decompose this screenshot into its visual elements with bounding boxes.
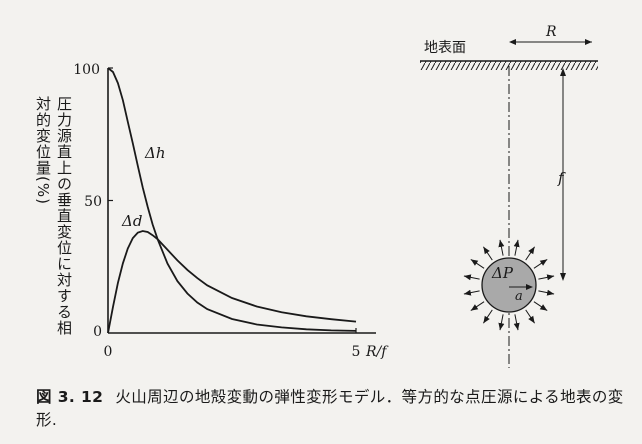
pressure-ray xyxy=(513,239,520,256)
pressure-rays xyxy=(463,239,555,331)
depth-arrow-bottom-head xyxy=(560,273,566,281)
radius-arrow-head xyxy=(526,284,533,290)
y-tick-label-50: 50 xyxy=(84,194,102,210)
series-layer xyxy=(107,67,357,334)
pressure-ray xyxy=(513,314,520,331)
y-tick-label-100: 100 xyxy=(73,62,100,78)
pressure-ray xyxy=(482,309,493,324)
pressure-ray xyxy=(533,301,548,312)
pressure-ray xyxy=(463,274,480,281)
surface-label: 地表面 xyxy=(424,40,466,56)
figure-number: 図 3. 12 xyxy=(36,388,104,406)
ground-hatch xyxy=(420,61,598,70)
pressure-source xyxy=(481,257,537,313)
x-tick-label-0: 0 xyxy=(104,344,113,360)
caption-text: 火山周辺の地殻変動の弾性変形モデル．等方的な点圧源による地表の変形. xyxy=(36,388,624,429)
series-line-0 xyxy=(107,67,357,332)
pressure-ray xyxy=(470,258,485,269)
y-axis-title: 圧力源直上の垂直変位に対する相対的変位量(%) xyxy=(34,96,73,336)
pressure-ray xyxy=(470,301,485,312)
series-label-dd: Δd xyxy=(121,212,142,230)
distance-label: R xyxy=(545,24,557,40)
pressure-ray xyxy=(538,274,555,281)
depth-arrow-top-head xyxy=(560,68,566,76)
pressure-ray xyxy=(482,246,493,261)
pressure-ray xyxy=(498,314,505,331)
pressure-ray xyxy=(533,258,548,269)
source-diagram: 地表面 R f ΔP a xyxy=(420,24,598,368)
x-tick-label-5: 5 xyxy=(352,344,361,360)
pressure-ray xyxy=(463,289,480,296)
pressure-ray xyxy=(525,246,536,261)
series-line-1 xyxy=(107,230,357,334)
y-tick-label-0: 0 xyxy=(93,324,102,340)
radius-label: a xyxy=(515,289,523,304)
pressure-ray xyxy=(498,239,505,256)
figure-caption: 図 3. 12 火山周辺の地殻変動の弾性変形モデル．等方的な点圧源による地表の変形… xyxy=(36,386,632,432)
pressure-ray xyxy=(538,289,555,296)
pressure-ray xyxy=(525,309,536,324)
x-axis-label: R/f xyxy=(365,344,389,360)
chart: 100 50 0 0 5 R/f Δh Δd xyxy=(73,62,389,360)
distance-arrow-left-head xyxy=(509,39,516,45)
depth-label: f xyxy=(557,169,566,187)
series-label-dh: Δh xyxy=(144,144,166,162)
pressure-label: ΔP xyxy=(491,264,514,282)
